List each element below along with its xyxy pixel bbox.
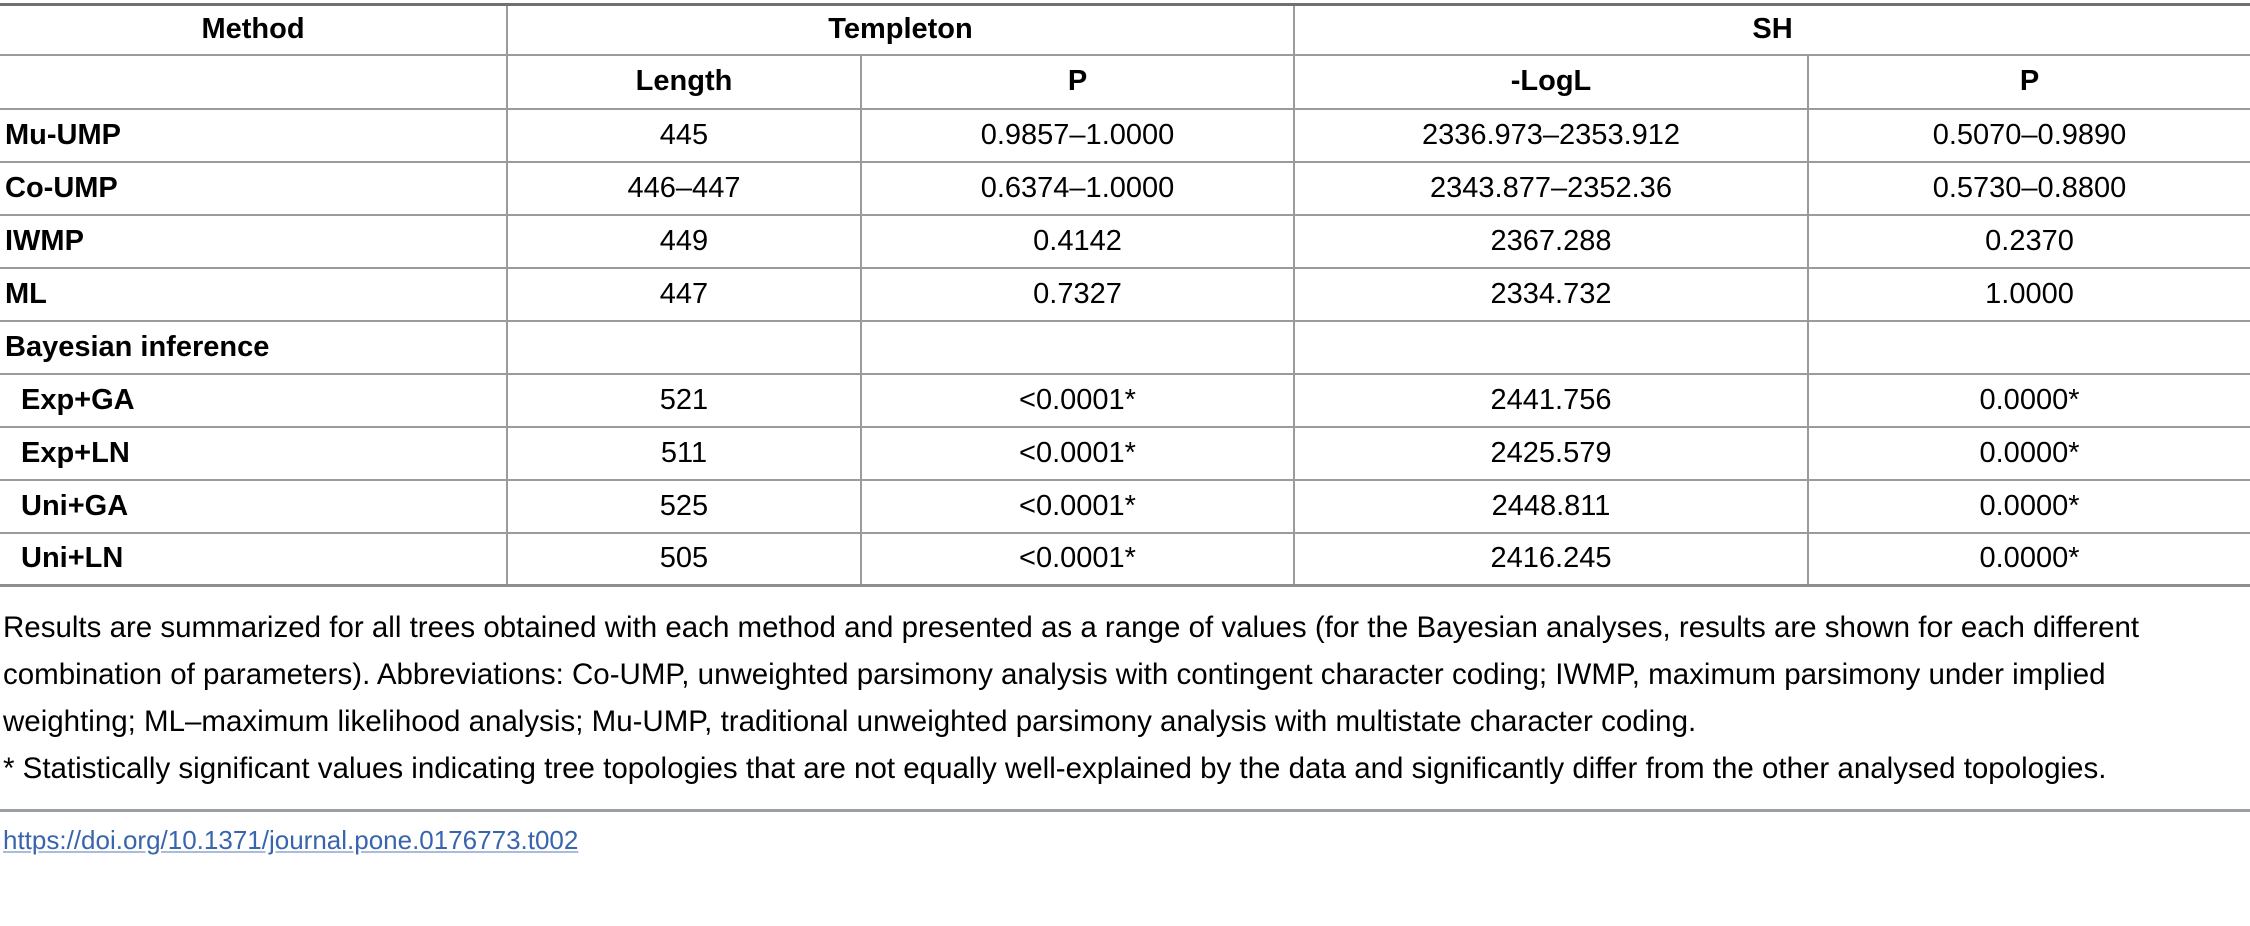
cell-logl: 2416.245	[1293, 531, 1808, 586]
row-label: Uni+LN	[0, 531, 507, 586]
results-table: Method Templeton SH Length P -LogL P Mu-…	[0, 3, 2250, 587]
cell-sh-p: 0.0000*	[1806, 425, 2250, 480]
cell-sh-p: 0.5730–0.8800	[1806, 160, 2250, 215]
cell-sh-p: 0.0000*	[1806, 478, 2250, 533]
cell-logl: 2334.732	[1293, 266, 1808, 321]
table-notes: Results are summarized for all trees obt…	[0, 604, 2250, 792]
row-label: ML	[0, 266, 507, 321]
cell-sh-p: 0.0000*	[1806, 531, 2250, 586]
cell-templeton-p: <0.0001*	[860, 531, 1294, 586]
footer-divider	[0, 809, 2250, 812]
cell-length: 449	[506, 213, 861, 268]
cell-logl	[1293, 319, 1808, 374]
cell-length: 511	[506, 425, 861, 480]
header-sh: SH	[1292, 4, 2250, 55]
table-row: Exp+GA 521 <0.0001* 2441.756 0.0000*	[0, 372, 2250, 427]
header-blank	[0, 53, 507, 109]
cell-templeton-p: <0.0001*	[860, 425, 1294, 480]
row-label: Mu-UMP	[0, 107, 507, 162]
cell-logl: 2336.973–2353.912	[1293, 107, 1808, 162]
cell-sh-p: 0.2370	[1806, 213, 2250, 268]
table-row-section: Bayesian inference	[0, 319, 2250, 374]
cell-templeton-p: 0.6374–1.0000	[860, 160, 1294, 215]
row-label: Uni+GA	[0, 478, 507, 533]
cell-logl: 2441.756	[1293, 372, 1808, 427]
row-label: IWMP	[0, 213, 507, 268]
cell-sh-p	[1806, 319, 2250, 374]
header-logl: -LogL	[1293, 53, 1808, 109]
cell-templeton-p: 0.4142	[860, 213, 1294, 268]
cell-logl: 2425.579	[1293, 425, 1808, 480]
cell-length: 505	[506, 531, 861, 586]
cell-logl: 2448.811	[1293, 478, 1808, 533]
note-summary: Results are summarized for all trees obt…	[3, 611, 2140, 738]
table-row: IWMP 449 0.4142 2367.288 0.2370	[0, 213, 2250, 268]
cell-length: 521	[506, 372, 861, 427]
cell-length: 447	[506, 266, 861, 321]
header-templeton-p: P	[860, 53, 1294, 109]
cell-length: 445	[506, 107, 861, 162]
cell-templeton-p: <0.0001*	[860, 372, 1294, 427]
cell-templeton-p: <0.0001*	[860, 478, 1294, 533]
cell-length: 525	[506, 478, 861, 533]
table-row: Uni+GA 525 <0.0001* 2448.811 0.0000*	[0, 478, 2250, 533]
cell-logl: 2343.877–2352.36	[1293, 160, 1808, 215]
cell-templeton-p	[860, 319, 1294, 374]
table-row: Uni+LN 505 <0.0001* 2416.245 0.0000*	[0, 531, 2250, 586]
header-row-groups: Method Templeton SH	[0, 4, 2250, 55]
doi-link[interactable]: https://doi.org/10.1371/journal.pone.017…	[3, 825, 579, 855]
cell-length	[506, 319, 861, 374]
note-significance: * Statistically significant values indic…	[3, 752, 2107, 785]
cell-length: 446–447	[506, 160, 861, 215]
table-row: ML 447 0.7327 2334.732 1.0000	[0, 266, 2250, 321]
header-row-columns: Length P -LogL P	[0, 53, 2250, 109]
row-label: Exp+LN	[0, 425, 507, 480]
cell-sh-p: 0.5070–0.9890	[1806, 107, 2250, 162]
header-sh-p: P	[1806, 53, 2250, 109]
row-label: Bayesian inference	[0, 319, 507, 374]
cell-templeton-p: 0.7327	[860, 266, 1294, 321]
cell-logl: 2367.288	[1293, 213, 1808, 268]
row-label: Exp+GA	[0, 372, 507, 427]
table-figure: Method Templeton SH Length P -LogL P Mu-…	[0, 3, 2250, 855]
header-method: Method	[201, 13, 305, 46]
header-templeton: Templeton	[506, 4, 1294, 55]
table-row: Co-UMP 446–447 0.6374–1.0000 2343.877–23…	[0, 160, 2250, 215]
table-row: Mu-UMP 445 0.9857–1.0000 2336.973–2353.9…	[0, 107, 2250, 162]
row-label: Co-UMP	[0, 160, 507, 215]
cell-sh-p: 1.0000	[1806, 266, 2250, 321]
table-row: Exp+LN 511 <0.0001* 2425.579 0.0000*	[0, 425, 2250, 480]
header-length: Length	[506, 53, 861, 109]
cell-sh-p: 0.0000*	[1806, 372, 2250, 427]
cell-templeton-p: 0.9857–1.0000	[860, 107, 1294, 162]
